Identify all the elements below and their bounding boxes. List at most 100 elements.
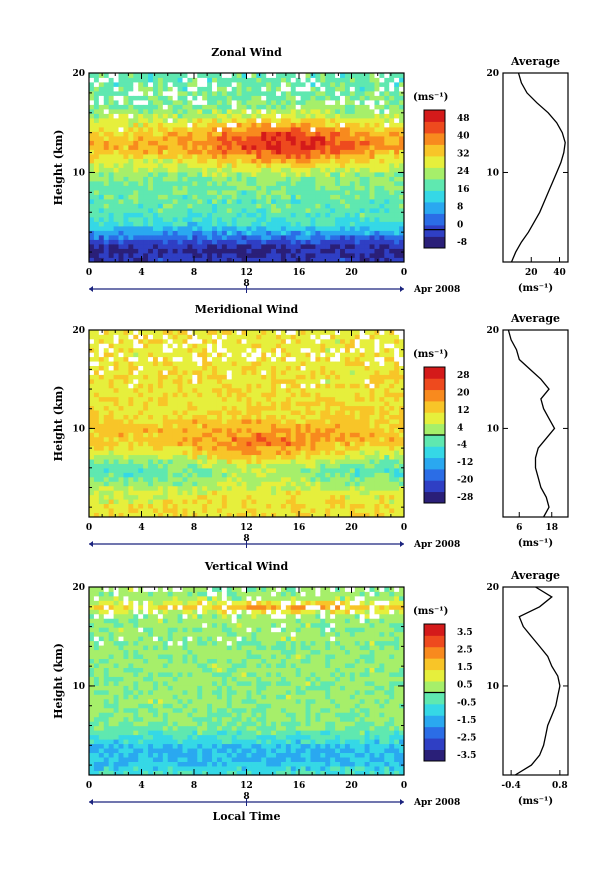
heatmap-cell [226, 347, 233, 353]
heatmap-cell [157, 86, 164, 92]
heatmap-cell [231, 387, 238, 393]
heatmap-cell [157, 468, 164, 473]
heatmap-cell [389, 77, 395, 83]
heatmap-cell [108, 396, 115, 402]
heatmap-cell [364, 91, 370, 96]
heatmap-cell [207, 127, 213, 132]
heatmap-cell [280, 361, 287, 367]
heatmap-cell [261, 217, 267, 222]
heatmap-cell [330, 136, 336, 141]
heatmap-cell [182, 257, 188, 263]
heatmap-cell [167, 330, 174, 335]
heatmap-cell [103, 212, 110, 218]
heatmap-cell [236, 172, 242, 177]
heatmap-cell [162, 441, 169, 447]
heatmap-cell [138, 419, 144, 424]
heatmap-cell [98, 387, 105, 393]
heatmap-cell [330, 100, 336, 105]
heatmap-cell [315, 208, 321, 213]
heatmap-cell [197, 476, 203, 482]
heatmap-cell [280, 472, 287, 478]
heatmap-cell [384, 86, 390, 92]
heatmap-cell [152, 494, 159, 500]
heatmap-cell [216, 423, 223, 429]
heatmap-cell [118, 136, 124, 141]
heatmap-cell [335, 248, 341, 254]
heatmap-cell [221, 334, 228, 340]
heatmap-cell [113, 441, 119, 447]
heatmap-cell [226, 410, 233, 415]
heatmap-cell [359, 158, 366, 164]
heatmap-cell [138, 203, 144, 209]
heatmap-cell [256, 410, 262, 415]
heatmap-cell [315, 365, 321, 371]
heatmap-cell [236, 136, 242, 141]
heatmap-cell [290, 113, 297, 119]
heatmap-cell [271, 109, 277, 114]
heatmap-cell [221, 347, 228, 353]
heatmap-cell [192, 190, 198, 195]
heatmap-cell [202, 154, 208, 159]
heatmap-cell [148, 414, 154, 420]
heatmap-cell [202, 330, 208, 335]
heatmap-cell [216, 185, 223, 191]
heatmap-cell [251, 432, 257, 438]
heatmap-cell [202, 176, 208, 182]
heatmap-cell [138, 91, 144, 96]
heatmap-cell [335, 95, 341, 101]
heatmap-cell [216, 230, 223, 236]
heatmap-cell [246, 476, 252, 482]
heatmap-cell [310, 77, 316, 83]
heatmap-cell [271, 490, 277, 496]
heatmap-cell [113, 176, 119, 182]
heatmap-cell [340, 95, 346, 101]
heatmap-cell [261, 365, 267, 371]
heatmap-cell [103, 423, 110, 429]
heatmap-cell [187, 334, 193, 340]
y-tick-label: 10 [72, 168, 85, 178]
heatmap-cell [280, 330, 287, 335]
heatmap-cell [389, 185, 395, 191]
heatmap-cell [202, 338, 208, 344]
heatmap-cell [236, 113, 242, 119]
heatmap-cell [335, 472, 341, 478]
heatmap-cell [197, 445, 203, 451]
heatmap-cell [354, 131, 361, 137]
heatmap-cell [113, 167, 119, 173]
heatmap-cell [192, 463, 198, 469]
heatmap-cell [344, 91, 351, 96]
heatmap-cell [271, 122, 277, 128]
heatmap-cell [216, 176, 223, 182]
heatmap-cell [280, 392, 287, 398]
heatmap-cell [290, 127, 297, 132]
heatmap-cell [118, 82, 124, 87]
heatmap-cell [93, 370, 100, 375]
heatmap-cell [251, 374, 257, 380]
heatmap-cell [359, 167, 366, 173]
heatmap-cell [295, 136, 302, 141]
heatmap-cell [384, 244, 390, 249]
heatmap-cell [216, 181, 223, 186]
heatmap-cell [216, 154, 223, 159]
heatmap-cell [246, 172, 252, 177]
heatmap-cell [172, 154, 178, 159]
heatmap-cell [113, 494, 119, 500]
heatmap-cell [241, 427, 247, 433]
heatmap-cell [374, 77, 380, 83]
heatmap-cell [359, 73, 366, 78]
heatmap-cell [177, 253, 183, 258]
heatmap-cell [212, 503, 218, 509]
heatmap-cell [177, 244, 183, 249]
heatmap-cell [305, 158, 311, 164]
heatmap-cell [113, 476, 119, 482]
heatmap-cell [187, 154, 193, 159]
heatmap-cell [236, 396, 242, 402]
heatmap-cell [290, 485, 297, 491]
profile-y-tick-label: 20 [486, 69, 499, 79]
heatmap-cell [335, 172, 341, 177]
heatmap-cell [162, 499, 169, 505]
heatmap-cell [261, 149, 267, 155]
heatmap-cell [93, 167, 100, 173]
heatmap-cell [226, 248, 233, 254]
heatmap-cell [320, 356, 326, 362]
